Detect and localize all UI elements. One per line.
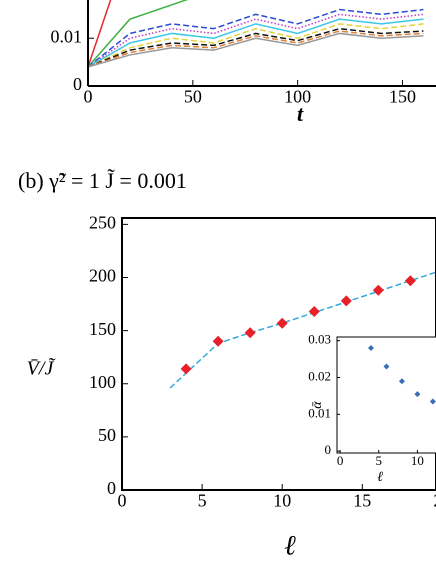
data-point — [180, 363, 192, 375]
x-tick-label: 0 — [118, 491, 127, 511]
x-tick-label: 20 — [433, 491, 436, 511]
data-point — [398, 378, 405, 385]
axes-frame — [336, 336, 436, 454]
data-point — [372, 284, 384, 296]
x-tick-label: 10 — [273, 491, 291, 511]
y-tick-label: 0.02 — [308, 368, 331, 383]
x-tick-label: 5 — [198, 491, 207, 511]
plot-area — [368, 345, 436, 405]
data-point — [340, 295, 352, 307]
data-line — [88, 27, 424, 68]
y-tick-label: 0.03 — [308, 332, 331, 347]
y-tick-label: 200 — [89, 266, 116, 286]
plot-area — [88, 0, 424, 68]
x-axis-label: t — [297, 101, 304, 126]
chart-1: 05101520050100150200250(b) γ̃² = 1 J̃ = … — [18, 168, 436, 561]
y-axis-label: ᾱ — [310, 401, 325, 409]
data-line — [88, 32, 424, 68]
data-line — [88, 8, 424, 68]
data-point — [276, 317, 288, 329]
y-axis-label: V̄/J̃ — [27, 356, 56, 379]
x-tick-label: 5 — [375, 453, 382, 468]
x-tick-label: 0 — [84, 87, 93, 107]
y-tick-label: 150 — [89, 319, 116, 339]
y-tick-label: 0.01 — [308, 405, 331, 420]
inset-background — [337, 337, 436, 453]
data-point — [212, 335, 224, 347]
data-line — [88, 18, 424, 68]
y-tick-label: 250 — [89, 213, 116, 233]
x-axis-label: ℓ — [377, 470, 383, 485]
plot-area — [169, 271, 436, 389]
data-line — [88, 23, 424, 68]
data-point — [308, 306, 320, 317]
x-tick-label: 100 — [284, 87, 311, 107]
x-tick-label: 150 — [389, 87, 416, 107]
data-point — [414, 391, 421, 398]
axes-frame — [121, 217, 436, 491]
y-tick-label: 0 — [107, 478, 116, 498]
data-point — [383, 363, 390, 370]
x-tick-label: 10 — [411, 453, 424, 468]
y-tick-label: 0 — [73, 74, 82, 94]
x-axis-label: ℓ — [284, 530, 296, 561]
data-point — [244, 327, 256, 339]
y-tick-label: 0 — [325, 442, 332, 457]
data-point — [429, 398, 436, 405]
chart-0: 0 50 100 150 0 0.01 t — [51, 0, 436, 126]
data-point — [368, 345, 375, 352]
data-point — [404, 275, 416, 287]
data-line — [88, 0, 189, 68]
x-tick-label: 0 — [337, 453, 344, 468]
y-tick-label: 100 — [89, 372, 116, 392]
data-line — [88, 30, 424, 68]
chart-2: 0 5 10 0 0.01 0.02 0.03 ℓ ᾱ — [308, 332, 436, 485]
x-tick-label: 50 — [184, 87, 202, 107]
y-tick-label: 50 — [98, 425, 116, 445]
y-tick-label: 0.01 — [51, 26, 83, 46]
x-tick-label: 15 — [353, 491, 371, 511]
chart-title: (b) γ̃² = 1 J̃ = 0.001 — [18, 168, 187, 193]
